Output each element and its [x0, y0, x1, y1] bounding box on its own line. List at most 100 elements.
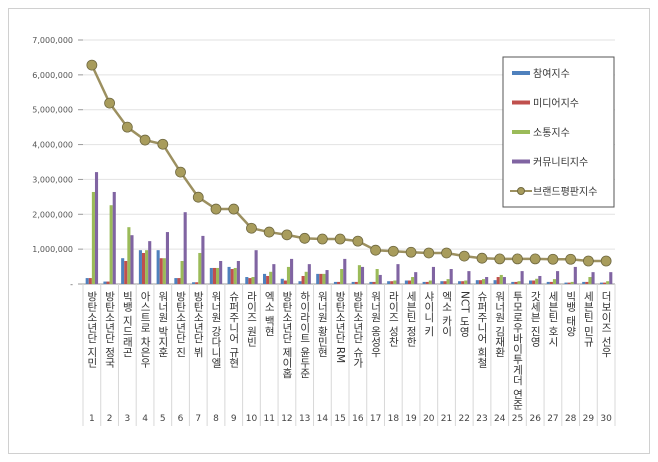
- x-category-label: 하이라이트 윤두준: [299, 290, 311, 378]
- bar-2: [390, 281, 394, 284]
- bar-1: [351, 281, 355, 284]
- bar-1: [511, 281, 515, 284]
- line-marker: [281, 229, 293, 241]
- bar-2: [301, 275, 305, 284]
- x-category-label: 더보이즈 선우: [600, 291, 612, 358]
- x-rank-label: 12: [281, 414, 292, 424]
- x-category-label: 갓세븐 진영: [529, 291, 541, 347]
- bar-1: [546, 281, 550, 284]
- bar-1: [529, 280, 533, 284]
- x-rank-label: 15: [334, 414, 345, 424]
- bar-3: [535, 278, 539, 284]
- line-marker: [228, 203, 240, 215]
- x-rank-label: 25: [512, 414, 523, 424]
- bar-4: [520, 271, 524, 284]
- bar-1: [245, 277, 249, 284]
- bar-2: [230, 269, 234, 284]
- line-marker: [157, 138, 169, 150]
- x-rank-label: 24: [494, 414, 506, 424]
- bar-2: [461, 281, 465, 284]
- x-category-label: 샤이니 키: [423, 291, 435, 337]
- bar-1: [298, 281, 302, 284]
- x-category-label: 워너원 김재환: [494, 290, 506, 357]
- bar-2: [567, 282, 571, 284]
- x-rank-label: 9: [231, 414, 237, 424]
- x-category-label: 빅뱅 지드래곤: [121, 291, 133, 357]
- bar-1: [475, 280, 479, 284]
- legend-label: 참여지수: [533, 68, 570, 80]
- bar-1: [369, 281, 373, 284]
- x-rank-label: 28: [565, 414, 577, 424]
- line-marker: [210, 203, 222, 215]
- x-rank-label: 5: [160, 414, 166, 424]
- y-tick-label: 1,000,000: [32, 245, 73, 254]
- bar-3: [304, 271, 308, 284]
- x-rank-label: 20: [423, 414, 435, 424]
- bar-1: [263, 273, 267, 284]
- line-marker: [476, 252, 488, 264]
- x-category-label: 슈퍼주니어 희철: [476, 291, 488, 368]
- bar-1: [387, 281, 391, 284]
- bar-3: [91, 191, 95, 284]
- bar-3: [482, 279, 486, 284]
- y-tick-label: 4,000,000: [32, 141, 73, 150]
- legend-swatch: [512, 130, 530, 134]
- bar-4: [343, 258, 347, 284]
- bar-2: [248, 278, 252, 284]
- bar-4: [307, 264, 311, 284]
- x-category-label: 엑소 백현: [263, 291, 275, 336]
- bar-2: [372, 281, 376, 284]
- bar-4: [449, 269, 453, 284]
- bar-4: [556, 271, 560, 284]
- bar-2: [532, 280, 536, 284]
- bar-3: [286, 266, 291, 284]
- legend-swatch: [512, 71, 530, 75]
- bar-2: [319, 273, 323, 284]
- line-marker: [121, 121, 133, 133]
- bar-4: [485, 277, 489, 284]
- bar-1: [582, 281, 586, 284]
- legend-label: 커뮤니티지수: [533, 157, 588, 169]
- bar-4: [414, 272, 418, 284]
- x-category-label: 아스트로 차은우: [139, 291, 151, 369]
- x-category-label: 방탄소년단 진: [175, 291, 187, 357]
- line-marker: [370, 244, 382, 256]
- x-rank-label: 27: [547, 414, 558, 424]
- line-marker: [263, 226, 275, 238]
- x-category-label: 방탄소년단 지민: [86, 291, 98, 368]
- x-rank-label: 16: [352, 414, 364, 424]
- x-rank-label: 10: [246, 414, 258, 424]
- bar-2: [496, 277, 500, 284]
- bar-1: [85, 278, 89, 284]
- bar-2: [337, 281, 341, 284]
- x-category-label: 방탄소년단 제이홉: [281, 291, 293, 378]
- bar-2: [407, 280, 412, 284]
- bar-4: [431, 266, 435, 284]
- x-rank-label: 13: [299, 414, 310, 424]
- bar-1: [493, 280, 497, 284]
- x-rank-label: 6: [178, 414, 184, 424]
- line-marker: [423, 247, 435, 259]
- bar-4: [396, 264, 400, 284]
- y-tick-label: 3,000,000: [32, 175, 73, 184]
- bar-4: [591, 272, 595, 284]
- bar-3: [393, 280, 397, 284]
- line-marker: [246, 222, 257, 234]
- x-rank-label: 1: [89, 414, 95, 424]
- x-category-label: 워너원 황민현: [316, 290, 328, 357]
- bar-3: [606, 281, 610, 284]
- line-marker: [529, 253, 541, 265]
- bar-4: [112, 191, 116, 284]
- line-marker: [565, 253, 577, 265]
- bar-3: [145, 250, 149, 284]
- x-rank-label: 29: [583, 414, 595, 424]
- bar-3: [233, 267, 237, 284]
- x-rank-label: 21: [441, 414, 452, 424]
- bar-1: [174, 278, 178, 284]
- bar-1: [333, 281, 338, 284]
- x-rank-label: 4: [142, 414, 148, 424]
- x-rank-label: 30: [600, 414, 612, 424]
- line-marker: [316, 233, 328, 245]
- bar-2: [195, 282, 199, 284]
